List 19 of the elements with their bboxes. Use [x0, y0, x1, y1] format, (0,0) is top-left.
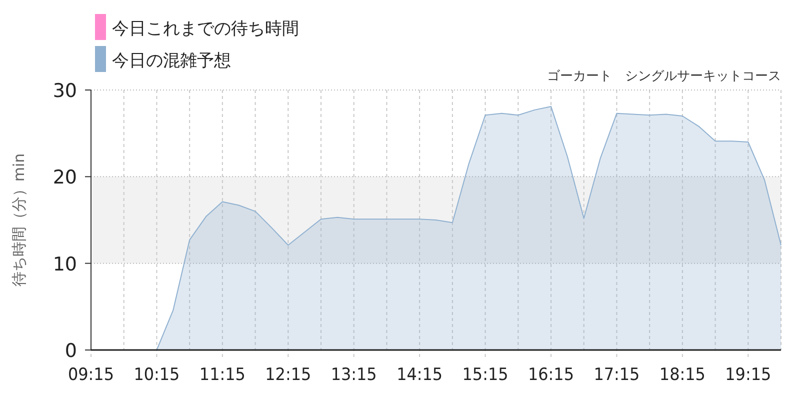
- y-tick-label: 0: [64, 340, 77, 362]
- x-tick-label: 15:15: [462, 365, 512, 385]
- y-axis-title: 待ち時間（分）min: [10, 153, 28, 287]
- x-tick-label: 13:15: [330, 365, 380, 385]
- legend-label: 今日これまでの待ち時間: [112, 19, 299, 39]
- legend-label: 今日の混雑予想: [112, 51, 231, 71]
- x-tick-label: 09:15: [68, 365, 117, 385]
- x-tick-label: 18:15: [659, 365, 708, 385]
- x-tick-label: 10:15: [134, 365, 183, 385]
- x-tick-label: 19:15: [725, 365, 774, 385]
- y-tick-label: 10: [52, 253, 77, 276]
- y-tick-label: 30: [52, 80, 77, 102]
- chart-title: ゴーカート シングルサーキットコース: [547, 69, 781, 84]
- x-tick-label: 14:15: [396, 365, 446, 385]
- x-tick-label: 12:15: [265, 365, 314, 385]
- x-tick-label: 17:15: [594, 365, 643, 385]
- x-tick-label: 11:15: [199, 365, 248, 385]
- y-tick-label: 20: [52, 166, 77, 189]
- x-tick-label: 16:15: [528, 365, 577, 385]
